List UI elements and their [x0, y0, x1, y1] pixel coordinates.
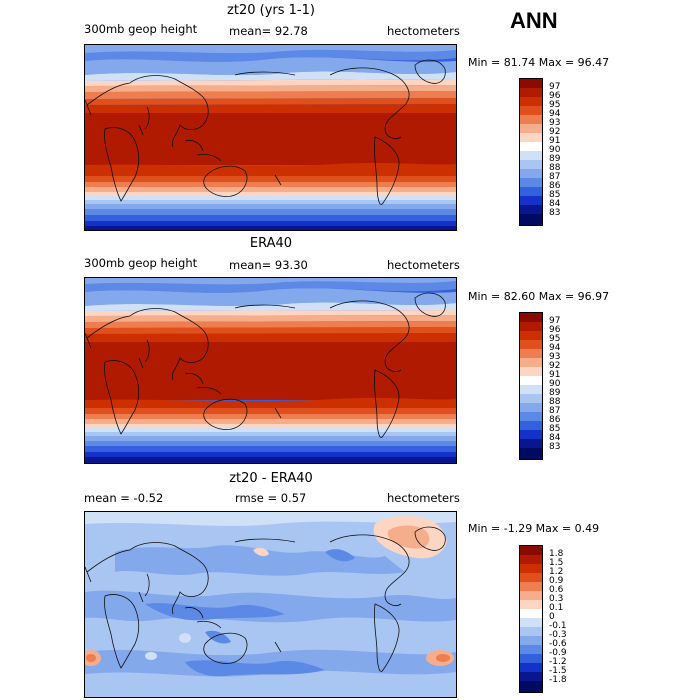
panel-1-right-label: hectometers	[387, 24, 460, 38]
panel-1-tick: 96	[549, 91, 561, 101]
panel-2-colorbar	[519, 312, 543, 460]
panel-1-tick: 91	[549, 136, 561, 146]
panel-1-tick: 93	[549, 118, 561, 128]
panel-1-tick: 97	[549, 82, 561, 92]
panel-3-min-max: Min = -1.29 Max = 0.49	[468, 522, 600, 535]
panel-1-tick: 90	[549, 145, 561, 155]
panel-3-tick: -0.1	[549, 621, 567, 631]
panel-3-tick: 0.6	[549, 585, 564, 595]
panel-2-tick: 96	[549, 325, 561, 335]
panel-3-tick: -0.6	[549, 639, 567, 649]
panel-2-coastlines	[85, 292, 446, 438]
panel-1-tick: 86	[549, 181, 561, 191]
panel-3-coastlines	[85, 526, 446, 672]
panel-2-tick: 90	[549, 379, 561, 389]
panel-1-tick: 92	[549, 127, 561, 137]
panel-3-tick: 0.3	[549, 594, 564, 604]
panel-1-map-svg	[85, 45, 456, 230]
panel-3-right-label: hectometers	[387, 491, 460, 505]
panel-3-tick: 1.2	[549, 567, 564, 577]
panel-2-tick: 93	[549, 352, 561, 362]
panel-2-tick: 87	[549, 406, 561, 416]
panel-1-min-max: Min = 81.74 Max = 96.47	[468, 56, 610, 69]
panel-1-left-label: 300mb geop height	[84, 22, 198, 36]
panel-1-tick: 94	[549, 109, 561, 119]
panel-3-center-label: rmse = 0.57	[235, 491, 307, 505]
panel-1-title: zt20 (yrs 1-1)	[227, 3, 315, 18]
panel-2-tick: 94	[549, 343, 561, 353]
panel-2-min-max: Min = 82.60 Max = 96.97	[468, 290, 610, 303]
panel-1-tick: 88	[549, 163, 561, 173]
panel-3-map-svg	[85, 512, 456, 697]
panel-2-right-label: hectometers	[387, 258, 460, 272]
panel-1-tick: 85	[549, 190, 561, 200]
panel-3-tick: 0	[549, 612, 555, 622]
panel-3-tick: 0.9	[549, 576, 564, 586]
panel-2-map-svg	[85, 278, 456, 463]
panel-2-title: ERA40	[249, 236, 293, 251]
season-label: ANN	[510, 8, 558, 33]
panel-2-left-label: 300mb geop height	[84, 256, 198, 270]
panel-1-coastlines	[85, 59, 446, 205]
panel-3-map	[84, 511, 457, 698]
panel-1-colorbar	[519, 78, 543, 226]
panel-1-map	[84, 44, 457, 231]
panel-3-tick: -0.9	[549, 648, 567, 658]
panel-1-tick: 95	[549, 100, 561, 110]
panel-1-center-label: mean= 92.78	[229, 24, 308, 38]
panel-3-tick: -1.2	[549, 657, 567, 667]
panel-1-tick: 87	[549, 172, 561, 182]
panel-2-tick: 92	[549, 361, 561, 371]
panel-2-map	[84, 277, 457, 464]
panel-2-tick: 91	[549, 370, 561, 380]
panel-3-title: zt20 - ERA40	[229, 471, 313, 486]
panel-3-tick: 1.8	[549, 549, 564, 559]
panel-1-tick: 89	[549, 154, 561, 164]
panel-3-tick: -1.8	[549, 675, 567, 685]
panel-2-tick: 86	[549, 415, 561, 425]
panel-3-tick: 1.5	[549, 558, 564, 568]
panel-2-tick: 83	[549, 442, 561, 452]
panel-1-tick: 84	[549, 199, 561, 209]
panel-2-tick: 95	[549, 334, 561, 344]
panel-3-tick: -1.5	[549, 666, 567, 676]
panel-3-tick: -0.3	[549, 630, 567, 640]
panel-3-tick: 0.1	[549, 603, 564, 613]
panel-2-tick: 84	[549, 433, 561, 443]
panel-2-tick: 89	[549, 388, 561, 398]
panel-3-left-label: mean = -0.52	[84, 491, 164, 505]
panel-2-tick: 88	[549, 397, 561, 407]
panel-3-colorbar	[519, 545, 543, 693]
panel-2-tick: 97	[549, 316, 561, 326]
panel-2-tick: 85	[549, 424, 561, 434]
panel-1-tick: 83	[549, 208, 561, 218]
panel-2-center-label: mean= 93.30	[229, 258, 308, 272]
